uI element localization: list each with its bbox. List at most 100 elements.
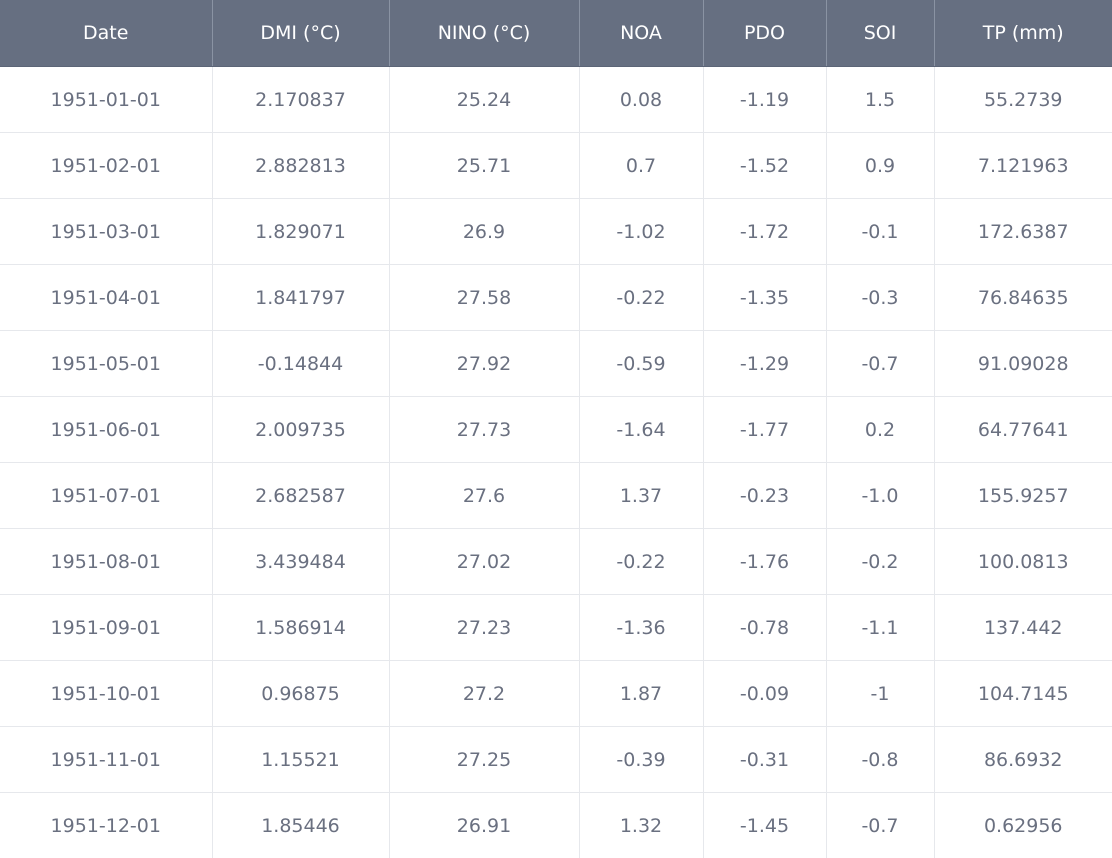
table-cell-pdo: -1.72	[703, 198, 827, 265]
table-cell-date: 1951-11-01	[0, 726, 213, 793]
table-cell-nino: 27.02	[389, 528, 580, 595]
table-cell-noa: -0.39	[579, 726, 704, 793]
table-cell-dmi: 1.15521	[212, 726, 390, 793]
table-row: 1951-08-01 3.439484 27.02 -0.22 -1.76 -0.2 100…	[0, 528, 1112, 595]
table-cell-date: 1951-05-01	[0, 330, 213, 397]
table-cell-date: 1951-07-01	[0, 462, 213, 529]
table-cell-soi: -1	[826, 660, 935, 727]
table-cell-dmi: 3.439484	[212, 528, 390, 595]
table-row: 1951-07-01 2.682587 27.6 1.37 -0.23 -1.0 155.9…	[0, 462, 1112, 529]
table-row: 1951-06-01 2.009735 27.73 -1.64 -1.77 0.2 64.7…	[0, 396, 1112, 463]
table-cell-tp: 86.6932	[934, 726, 1112, 793]
column-header-pdo[interactable]: PDO	[703, 0, 827, 67]
table-cell-noa: -1.36	[579, 594, 704, 661]
column-header-dmi[interactable]: DMI (°C)	[212, 0, 390, 67]
table-cell-dmi: 0.96875	[212, 660, 390, 727]
table-cell-dmi: -0.14844	[212, 330, 390, 397]
header-row: Date DMI (°C) NINO (°C) NOA PDO SOI TP (…	[0, 0, 1112, 67]
table-cell-soi: -1.0	[826, 462, 935, 529]
table-cell-date: 1951-09-01	[0, 594, 213, 661]
table-row: 1951-11-01 1.15521 27.25 -0.39 -0.31 -0.8 86.6…	[0, 726, 1112, 793]
table-cell-tp: 64.77641	[934, 396, 1112, 463]
table-cell-dmi: 1.841797	[212, 264, 390, 331]
table-row: 1951-04-01 1.841797 27.58 -0.22 -1.35 -0.3 76.…	[0, 264, 1112, 331]
column-header-soi[interactable]: SOI	[826, 0, 935, 67]
table-cell-nino: 27.2	[389, 660, 580, 727]
table-cell-dmi: 2.009735	[212, 396, 390, 463]
table-cell-nino: 26.9	[389, 198, 580, 265]
table-cell-pdo: -1.52	[703, 132, 827, 199]
table-cell-nino: 27.6	[389, 462, 580, 529]
table-cell-pdo: -1.35	[703, 264, 827, 331]
table-cell-nino: 27.23	[389, 594, 580, 661]
table-cell-soi: 1.5	[826, 66, 935, 133]
table-cell-pdo: -0.31	[703, 726, 827, 793]
table-cell-pdo: -0.78	[703, 594, 827, 661]
table-cell-tp: 7.121963	[934, 132, 1112, 199]
table-cell-tp: 155.9257	[934, 462, 1112, 529]
table-cell-tp: 76.84635	[934, 264, 1112, 331]
table-cell-noa: 0.7	[579, 132, 704, 199]
table-cell-nino: 27.73	[389, 396, 580, 463]
table-row: 1951-02-01 2.882813 25.71 0.7 -1.52 0.9 7.1219…	[0, 132, 1112, 199]
table-cell-date: 1951-08-01	[0, 528, 213, 595]
table-cell-date: 1951-06-01	[0, 396, 213, 463]
table-cell-noa: 1.87	[579, 660, 704, 727]
column-header-noa[interactable]: NOA	[579, 0, 704, 67]
table-cell-pdo: -0.09	[703, 660, 827, 727]
table-cell-nino: 27.58	[389, 264, 580, 331]
table-cell-noa: -0.22	[579, 264, 704, 331]
table-cell-soi: -1.1	[826, 594, 935, 661]
table-cell-noa: 0.08	[579, 66, 704, 133]
table-cell-soi: -0.2	[826, 528, 935, 595]
table-cell-tp: 100.0813	[934, 528, 1112, 595]
table-cell-dmi: 2.882813	[212, 132, 390, 199]
table-cell-noa: -0.59	[579, 330, 704, 397]
table-cell-soi: -0.1	[826, 198, 935, 265]
table-cell-dmi: 1.85446	[212, 792, 390, 858]
table-cell-date: 1951-01-01	[0, 66, 213, 133]
table-cell-dmi: 1.586914	[212, 594, 390, 661]
table-cell-tp: 172.6387	[934, 198, 1112, 265]
table-row: 1951-03-01 1.829071 26.9 -1.02 -1.72 -0.1 172.…	[0, 198, 1112, 265]
table-cell-noa: 1.37	[579, 462, 704, 529]
table-cell-pdo: -0.23	[703, 462, 827, 529]
table-cell-soi: -0.8	[826, 726, 935, 793]
table-cell-nino: 26.91	[389, 792, 580, 858]
table-cell-pdo: -1.19	[703, 66, 827, 133]
table-cell-nino: 25.24	[389, 66, 580, 133]
table-cell-date: 1951-02-01	[0, 132, 213, 199]
table-cell-tp: 91.09028	[934, 330, 1112, 397]
column-header-date[interactable]: Date	[0, 0, 213, 67]
table-row: 1951-09-01 1.586914 27.23 -1.36 -0.78 -1.1 137…	[0, 594, 1112, 661]
table-cell-tp: 104.7145	[934, 660, 1112, 727]
table-cell-dmi: 2.170837	[212, 66, 390, 133]
table-cell-soi: -0.7	[826, 330, 935, 397]
table-cell-tp: 55.2739	[934, 66, 1112, 133]
table-cell-dmi: 2.682587	[212, 462, 390, 529]
table-cell-soi: 0.9	[826, 132, 935, 199]
table-cell-date: 1951-03-01	[0, 198, 213, 265]
table-cell-date: 1951-04-01	[0, 264, 213, 331]
table-row: 1951-12-01 1.85446 26.91 1.32 -1.45 -0.7 0.629…	[0, 792, 1112, 858]
table-cell-noa: -1.02	[579, 198, 704, 265]
table-row: 1951-01-01 2.170837 25.24 0.08 -1.19 1.5 55.27…	[0, 66, 1112, 133]
table-header: Date DMI (°C) NINO (°C) NOA PDO SOI TP (…	[0, 0, 1112, 67]
table-cell-soi: -0.3	[826, 264, 935, 331]
table-cell-nino: 25.71	[389, 132, 580, 199]
table-cell-tp: 137.442	[934, 594, 1112, 661]
column-header-tp[interactable]: TP (mm)	[934, 0, 1112, 67]
table-cell-nino: 27.92	[389, 330, 580, 397]
column-header-nino[interactable]: NINO (°C)	[389, 0, 580, 67]
table-cell-pdo: -1.76	[703, 528, 827, 595]
table-cell-dmi: 1.829071	[212, 198, 390, 265]
table-row: 1951-10-01 0.96875 27.2 1.87 -0.09 -1 104.7145	[0, 660, 1112, 727]
table-row: 1951-05-01 -0.14844 27.92 -0.59 -1.29 -0.7 91.…	[0, 330, 1112, 397]
table-cell-noa: 1.32	[579, 792, 704, 858]
table-body: 1951-01-01 2.170837 25.24 0.08 -1.19 1.5 55.27…	[0, 66, 1112, 858]
table-cell-noa: -0.22	[579, 528, 704, 595]
table-cell-date: 1951-10-01	[0, 660, 213, 727]
table-cell-tp: 0.62956	[934, 792, 1112, 858]
table-cell-noa: -1.64	[579, 396, 704, 463]
